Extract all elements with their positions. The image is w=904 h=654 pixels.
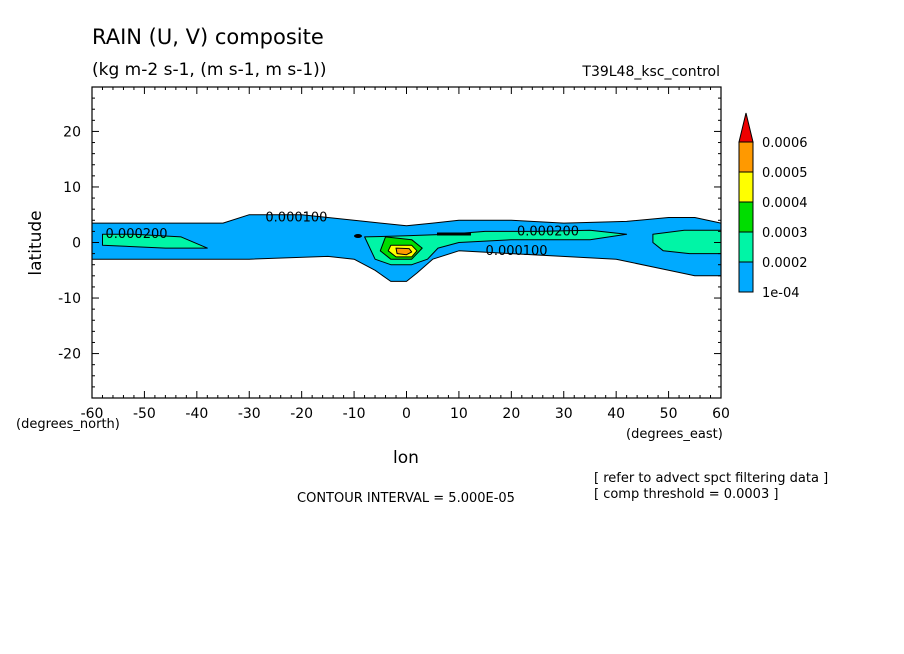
- colorbar-box: [738, 231, 754, 263]
- y-tick-label: -10: [58, 291, 81, 307]
- x-tick-label: -30: [238, 406, 261, 422]
- contour-label: 0.000200: [517, 224, 579, 239]
- rain-streak: [354, 232, 471, 238]
- plot-area: -60 -50 -40 -30 -20 -10 0 10 20 30 40 50 60 -20 -10 0 10…: [58, 86, 730, 422]
- contour-region-3: [652, 229, 722, 255]
- run-label: T39L48_ksc_control: [581, 64, 720, 80]
- contour-labels: 0.000100 0.000200 0.000200 0.000100: [106, 211, 580, 259]
- x-tick-label: 10: [450, 406, 468, 422]
- y-tick-label: 20: [63, 124, 81, 140]
- y-tick-label: -20: [58, 347, 81, 363]
- x-unit-label: (degrees_east): [626, 427, 723, 442]
- x-tick-label: 50: [660, 406, 678, 422]
- x-tick-label: -10: [343, 406, 366, 422]
- contour-label: 0.000100: [265, 211, 327, 226]
- x-tick-label: 40: [607, 406, 625, 422]
- colorbar-label: 0.0003: [762, 226, 808, 241]
- x-tick-label: -40: [185, 406, 208, 422]
- contour-regions: [91, 214, 722, 282]
- colorbar-label: 1e-04: [762, 286, 800, 301]
- contour-label: 0.000100: [486, 244, 548, 259]
- x-tick-label: 30: [555, 406, 573, 422]
- contour-region-6: [395, 247, 413, 256]
- chart-subtitle: (kg m-2 s-1, (m s-1, m s-1)): [92, 60, 326, 80]
- colorbar-box: [738, 171, 754, 203]
- x-axis-label: lon: [393, 448, 419, 468]
- rain-dot: [354, 234, 362, 238]
- threshold-note: [ comp threshold = 0.0003 ]: [594, 487, 778, 502]
- y-tick-label: 10: [63, 180, 81, 196]
- contour-label: 0.000200: [106, 227, 168, 242]
- y-axis-label: latitude: [26, 210, 46, 275]
- x-tick-label: -20: [290, 406, 313, 422]
- colorbar-label: 0.0002: [762, 256, 808, 271]
- colorbar: 0.0006 0.0005 0.0004 0.0003 0.0002 1e-04: [738, 112, 808, 301]
- colorbar-box: [738, 141, 754, 173]
- filter-note: [ refer to advect spct filtering data ]: [594, 471, 828, 486]
- colorbar-label: 0.0004: [762, 196, 808, 211]
- x-tick-label: 0: [402, 406, 411, 422]
- colorbar-label: 0.0005: [762, 166, 808, 181]
- colorbar-box: [738, 261, 754, 293]
- colorbar-box: [738, 201, 754, 233]
- y-unit-label: (degrees_north): [16, 417, 120, 432]
- colorbar-arrow: [738, 112, 754, 143]
- y-tick-label: 0: [72, 236, 81, 252]
- axis-ticks: -60 -50 -40 -30 -20 -10 0 10 20 30 40 50 60 -20 -10 0 10…: [58, 87, 730, 422]
- chart-title: RAIN (U, V) composite: [92, 25, 324, 49]
- x-tick-label: 60: [712, 406, 730, 422]
- colorbar-label: 0.0006: [762, 136, 808, 151]
- contour-interval: CONTOUR INTERVAL = 5.000E-05: [297, 491, 515, 506]
- x-tick-label: -60: [81, 406, 104, 422]
- x-tick-label: -50: [133, 406, 156, 422]
- x-tick-label: 20: [502, 406, 520, 422]
- contour-region-1: [102, 233, 208, 249]
